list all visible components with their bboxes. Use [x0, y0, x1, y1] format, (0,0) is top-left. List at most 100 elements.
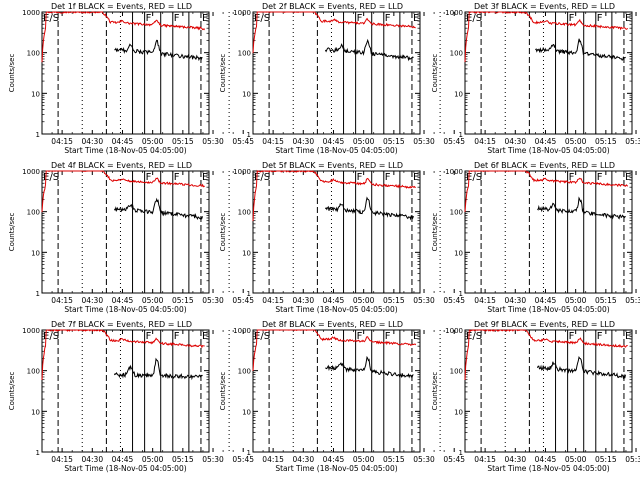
marker-label: F: [597, 172, 603, 183]
panel-title: Det 4f BLACK = Events, RED = LLD: [51, 161, 192, 170]
x-tick-label: 04:15: [474, 296, 496, 305]
x-tick-label: 05:15: [172, 296, 194, 305]
panel-title: Det 8f BLACK = Events, RED = LLD: [262, 320, 403, 329]
x-tick-label: 05:30: [625, 137, 640, 146]
marker-label: F: [357, 13, 363, 24]
lld-series-line: [41, 170, 205, 213]
x-tick-label: 04:45: [323, 137, 345, 146]
x-tick-label: 05:00: [142, 137, 164, 146]
y-tick-label: 10: [31, 408, 40, 416]
panel-1: Det 1f BLACK = Events, RED = LLD11010010…: [8, 2, 254, 155]
y-tick-label: 10: [242, 90, 251, 98]
marker-label: E/S: [254, 172, 270, 183]
marker-label: E/S: [466, 331, 482, 342]
x-tick-label: 04:30: [504, 455, 526, 464]
marker-label: F: [357, 331, 363, 342]
y-axis-title: Counts/sec: [219, 54, 227, 93]
marker-label: F: [385, 331, 391, 342]
x-tick-label: 04:15: [474, 455, 496, 464]
y-tick-label: 10: [454, 249, 463, 257]
plot-frame: [41, 329, 210, 453]
plot-frame: [41, 11, 210, 135]
y-axis-title: Counts/sec: [219, 213, 227, 252]
lld-series-line: [464, 11, 629, 63]
marker-label: E/S: [43, 13, 59, 24]
marker-label: F: [174, 172, 180, 183]
x-tick-label: 04:15: [51, 455, 73, 464]
x-axis-title: Start Time (18-Nov-05 04:05:00): [275, 146, 397, 155]
marker-label: F: [569, 172, 575, 183]
x-tick-label: 05:45: [232, 455, 254, 464]
panel-title: Det 1f BLACK = Events, RED = LLD: [51, 2, 192, 11]
y-tick-label: 100: [450, 368, 463, 376]
events-series-line: [113, 357, 203, 381]
x-tick-label: 05:00: [353, 137, 375, 146]
x-axis-title: Start Time (18-Nov-05 04:05:00): [487, 146, 609, 155]
y-axis-title: Counts/sec: [431, 54, 439, 93]
x-tick-label: 05:00: [353, 296, 375, 305]
x-tick-label: 05:15: [595, 137, 617, 146]
x-tick-label: 05:00: [142, 455, 164, 464]
panel-5: Det 5f BLACK = Events, RED = LLD 1 10 100 10…: [219, 161, 465, 314]
marker-label: E: [413, 172, 419, 183]
y-tick-label: 1000: [445, 327, 463, 335]
marker-label: E/S: [466, 13, 482, 24]
marker-label: F: [569, 13, 575, 24]
x-tick-label: 05:45: [232, 137, 254, 146]
x-axis-title: Start Time (18-Nov-05 04:05:00): [275, 464, 397, 473]
x-tick-label: 05:30: [202, 296, 224, 305]
y-tick-label: 10: [242, 408, 251, 416]
x-tick-label: 04:45: [323, 296, 345, 305]
x-tick-label: 04:15: [51, 137, 73, 146]
x-tick-label: 04:45: [535, 296, 557, 305]
y-tick-label: 1: [36, 131, 40, 139]
marker-label: E: [413, 331, 419, 342]
y-axis-title: Counts/sec: [219, 372, 227, 411]
x-tick-label: 05:15: [383, 455, 405, 464]
x-tick-label: 04:30: [292, 455, 314, 464]
y-tick-label: 1000: [22, 168, 40, 176]
y-axis-title: Counts/sec: [8, 213, 16, 252]
x-tick-label: 04:15: [51, 296, 73, 305]
x-tick-label: 04:15: [262, 137, 284, 146]
x-tick-label: 05:30: [625, 455, 640, 464]
x-tick-label: 05:30: [202, 455, 224, 464]
panel-title: Det 6f BLACK = Events, RED = LLD: [474, 161, 615, 170]
marker-label: E/S: [466, 172, 482, 183]
y-tick-label: 1000: [445, 168, 463, 176]
x-tick-label: 04:30: [292, 137, 314, 146]
x-tick-label: 04:30: [81, 296, 103, 305]
marker-label: F: [597, 331, 603, 342]
y-tick-label: 10: [31, 249, 40, 257]
panel-7: Det 7f BLACK = Events, RED = LLD11010010…: [8, 320, 254, 473]
x-tick-label: 05:15: [383, 137, 405, 146]
marker-label: F: [569, 331, 575, 342]
lld-series-line: [464, 170, 629, 213]
marker-label: F: [357, 172, 363, 183]
x-tick-label: 04:30: [504, 296, 526, 305]
x-tick-label: 04:45: [112, 455, 134, 464]
y-tick-label: 100: [238, 209, 251, 217]
x-tick-label: 04:30: [292, 296, 314, 305]
plot-frame: [252, 329, 421, 453]
x-axis-title: Start Time (18-Nov-05 04:05:00): [64, 146, 186, 155]
y-axis-title: Counts/sec: [8, 54, 16, 93]
y-tick-label: 10: [454, 90, 463, 98]
x-tick-label: 04:30: [81, 137, 103, 146]
plot-frame: [464, 329, 633, 453]
y-axis-title: Counts/sec: [8, 372, 16, 411]
lld-series-line: [252, 11, 416, 54]
marker-label: E/S: [43, 172, 59, 183]
panel-title: Det 5f BLACK = Events, RED = LLD: [262, 161, 403, 170]
y-tick-label: 100: [450, 50, 463, 58]
y-tick-label: 10: [454, 408, 463, 416]
marker-label: E: [202, 172, 208, 183]
x-tick-label: 05:45: [443, 137, 465, 146]
x-axis-title: Start Time (18-Nov-05 04:05:00): [275, 305, 397, 314]
y-tick-label: 100: [27, 209, 40, 217]
plot-frame: [464, 11, 633, 135]
x-tick-label: 05:15: [595, 455, 617, 464]
y-tick-label: 1: [247, 290, 251, 298]
x-axis-title: Start Time (18-Nov-05 04:05:00): [487, 464, 609, 473]
